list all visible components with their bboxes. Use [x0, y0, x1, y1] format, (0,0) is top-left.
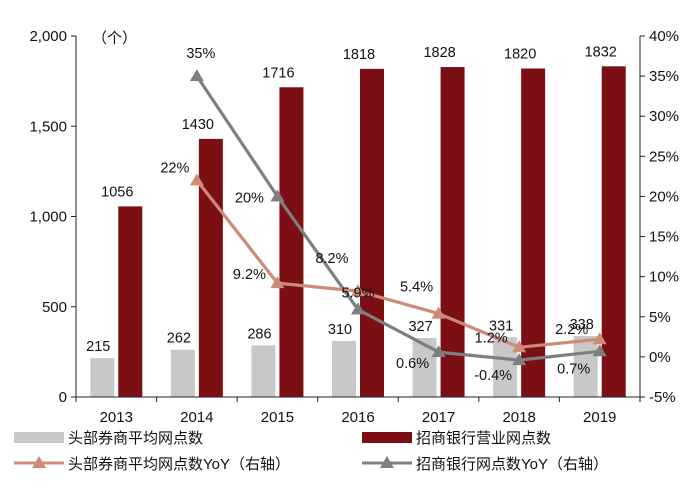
bar-label-brokerage: 310	[328, 322, 352, 338]
bar-label-cmb: 1716	[262, 65, 294, 81]
left-tick-label: 2,000	[29, 28, 67, 45]
brokerage-yoy-data-label: 5.4%	[400, 280, 433, 296]
brokerage-yoy-marker	[270, 276, 285, 289]
brokerage-yoy-data-label: 8.2%	[315, 251, 348, 267]
bar-brokerage-branches	[493, 337, 518, 397]
x-tick-label: 2018	[502, 409, 535, 426]
lines-layer	[189, 69, 607, 366]
cmb-yoy-marker	[351, 302, 365, 315]
bar-label-cmb: 1818	[343, 47, 375, 63]
legend-swatch-0	[14, 432, 64, 443]
x-tick-label: 2016	[341, 409, 374, 426]
bar-cmb-branches	[521, 68, 546, 398]
bar-label-brokerage: 262	[167, 331, 191, 347]
brokerage-yoy-line	[195, 179, 600, 349]
x-tick-label: 2014	[180, 409, 213, 426]
bar-brokerage-branches	[251, 345, 276, 397]
right-tick-label: -5%	[649, 389, 676, 406]
bar-label-cmb: 1828	[423, 45, 455, 61]
left-tick-label: 1,500	[29, 118, 67, 135]
cmb-yoy-data-label: 5.9%	[341, 286, 374, 302]
right-tick-label: 25%	[649, 148, 679, 165]
bar-cmb-branches	[279, 87, 304, 398]
brokerage-yoy-data-label: 22%	[160, 160, 189, 176]
brokerage-yoy-data-label: 2.2%	[555, 322, 588, 338]
cmb-yoy-data-label: 35%	[186, 46, 215, 62]
right-tick-label: 10%	[649, 269, 679, 286]
cmb-yoy-marker	[512, 353, 527, 366]
bar-label-brokerage: 215	[86, 339, 110, 355]
right-tick-label: 5%	[649, 309, 671, 326]
brokerage-yoy-marker	[592, 332, 607, 345]
legend-swatch-1	[362, 432, 412, 443]
x-tick-label: 2019	[583, 409, 616, 426]
bar-cmb-branches	[360, 68, 384, 397]
bar-brokerage-branches	[332, 341, 356, 397]
bar-cmb-branches	[118, 206, 143, 397]
left-tick-label: 0	[59, 389, 67, 406]
left-axis-unit-label: （个）	[92, 30, 137, 47]
bar-label-cmb: 1056	[101, 184, 133, 200]
x-tick-label: 2017	[422, 409, 455, 426]
x-tick-label: 2015	[261, 409, 294, 426]
brokerage-yoy-marker	[431, 306, 446, 319]
right-tick-label: 20%	[649, 188, 679, 205]
brokerage-yoy-marker	[512, 340, 527, 353]
bar-label-cmb: 1430	[182, 117, 214, 133]
right-tick-label: 15%	[649, 229, 679, 246]
legend-label: 头部券商平均网点数	[68, 430, 203, 447]
legend-label: 头部券商平均网点数YoY（右轴）	[68, 456, 290, 473]
right-tick-label: 30%	[649, 108, 679, 125]
bar-brokerage-branches	[573, 335, 598, 397]
legend-label: 招商银行营业网点数	[416, 430, 551, 447]
bar-label-cmb: 1832	[585, 44, 617, 60]
cmb-yoy-data-label: 0.7%	[557, 361, 590, 377]
cmb-yoy-marker	[592, 344, 607, 357]
bar-label-brokerage: 338	[570, 317, 594, 333]
bar-brokerage-branches	[90, 358, 115, 397]
cmb-yoy-marker	[431, 345, 446, 358]
legend-marker-2	[32, 456, 46, 468]
left-tick-label: 1,000	[29, 209, 67, 226]
bars-layer	[90, 66, 626, 398]
bar-label-brokerage: 327	[408, 319, 432, 335]
brokerage-yoy-marker	[351, 284, 365, 297]
cmb-yoy-data-label: 20%	[235, 190, 264, 206]
x-tick-label: 2013	[100, 409, 133, 426]
bar-label-cmb: 1820	[504, 46, 536, 62]
data-labels-layer: 215 262 286 310 327 331 338 1056 1430 1716 1818 182…	[86, 44, 617, 384]
bar-cmb-branches	[198, 138, 223, 397]
bar-cmb-branches	[440, 67, 465, 398]
bar-cmb-branches	[601, 66, 626, 397]
legend-marker-3	[380, 456, 394, 468]
cmb-yoy-marker	[270, 189, 285, 202]
legend-label: 招商银行网点数YoY（右轴）	[416, 456, 608, 473]
brokerage-yoy-data-label: 9.2%	[233, 267, 266, 283]
right-tick-label: 35%	[649, 68, 679, 85]
right-tick-label: 40%	[649, 28, 679, 45]
bar-brokerage-branches	[170, 349, 195, 397]
bar-label-brokerage: 286	[247, 326, 271, 342]
right-tick-label: 0%	[649, 349, 671, 366]
brokerage-yoy-marker	[189, 173, 204, 186]
bar-label-brokerage: 331	[489, 318, 513, 334]
cmb-yoy-data-label: -0.4%	[474, 368, 512, 384]
cmb-yoy-data-label: 0.6%	[396, 356, 429, 372]
brokerage-yoy-data-label: 1.2%	[475, 330, 508, 346]
left-tick-label: 500	[42, 299, 67, 316]
axes-layer: 0 500 1,000 1,500 2,000 -5% 0% 5% 10% 15% 20% 25% 30…	[29, 28, 679, 426]
cmb-yoy-marker	[189, 69, 204, 82]
cmb-yoy-line	[195, 75, 600, 362]
